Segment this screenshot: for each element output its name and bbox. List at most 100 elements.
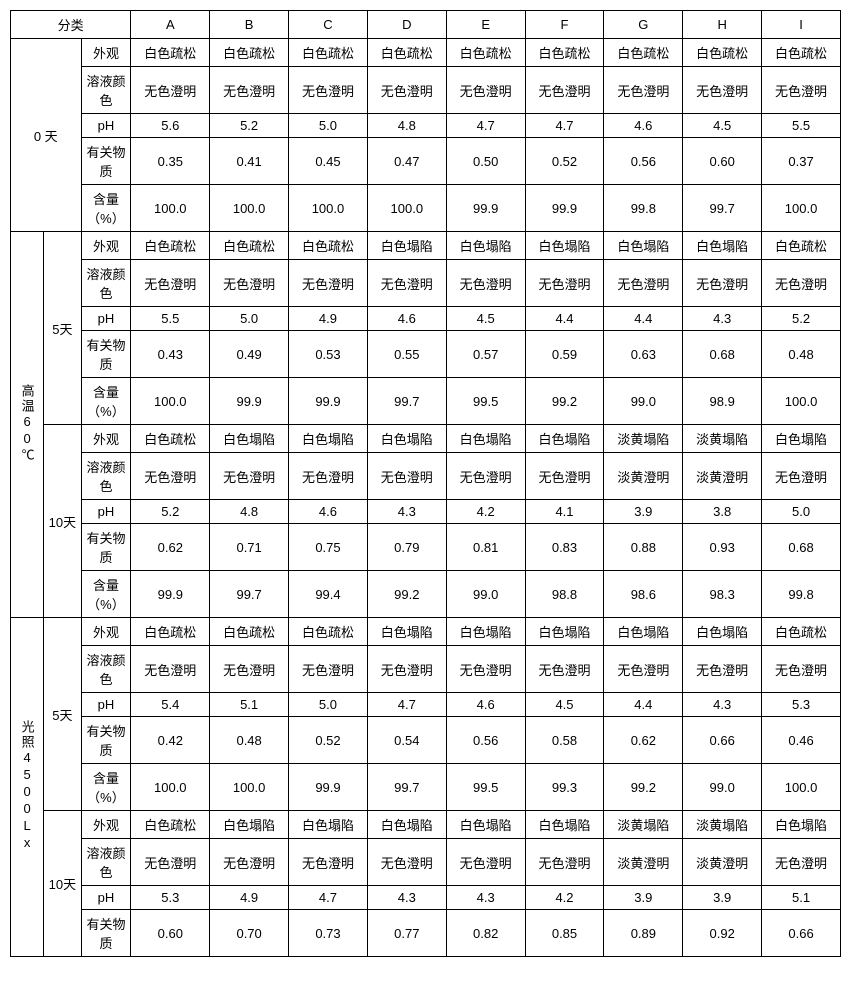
cell-appearance-G: 淡黄塌陷 [604,811,683,839]
cell-color-F: 无色澄明 [525,453,604,500]
cell-appearance-A: 白色疏松 [131,618,210,646]
cell-color-F: 无色澄明 [525,646,604,693]
cell-ph-H: 3.8 [683,500,762,524]
cell-color-H: 无色澄明 [683,260,762,307]
cell-color-B: 无色澄明 [210,646,289,693]
cell-ph-I: 5.5 [762,114,841,138]
cell-color-I: 无色澄明 [762,260,841,307]
cond-light4500: 光照4500Lx [11,618,44,957]
cell-impurity-E: 0.56 [446,717,525,764]
cell-appearance-H: 白色塌陷 [683,618,762,646]
cell-content-F: 98.8 [525,571,604,618]
cell-impurity-G: 0.89 [604,910,683,957]
cell-impurity-E: 0.81 [446,524,525,571]
cell-content-B: 100.0 [210,185,289,232]
header-col-G: G [604,11,683,39]
cell-appearance-I: 白色疏松 [762,39,841,67]
prop-appearance: 外观 [81,232,131,260]
cell-color-H: 无色澄明 [683,67,762,114]
cell-appearance-I: 白色塌陷 [762,425,841,453]
cell-color-C: 无色澄明 [289,646,368,693]
cell-ph-C: 5.0 [289,693,368,717]
cell-ph-F: 4.5 [525,693,604,717]
cell-ph-G: 4.4 [604,307,683,331]
cell-ph-D: 4.3 [367,886,446,910]
cell-impurity-A: 0.62 [131,524,210,571]
prop-color: 溶液颜色 [81,453,131,500]
cell-color-B: 无色澄明 [210,453,289,500]
cell-ph-F: 4.4 [525,307,604,331]
prop-ph: pH [81,693,131,717]
cell-ph-C: 4.7 [289,886,368,910]
cell-appearance-I: 白色疏松 [762,232,841,260]
cell-color-C: 无色澄明 [289,67,368,114]
cell-color-D: 无色澄明 [367,260,446,307]
cell-impurity-I: 0.66 [762,910,841,957]
cell-impurity-A: 0.43 [131,331,210,378]
cell-ph-F: 4.2 [525,886,604,910]
cell-appearance-F: 白色塌陷 [525,425,604,453]
cell-color-H: 淡黄澄明 [683,453,762,500]
cell-impurity-C: 0.45 [289,138,368,185]
cell-color-A: 无色澄明 [131,839,210,886]
header-col-I: I [762,11,841,39]
cell-color-G: 淡黄澄明 [604,839,683,886]
prop-impurity: 有关物质 [81,524,131,571]
cell-color-D: 无色澄明 [367,646,446,693]
header-col-F: F [525,11,604,39]
cell-ph-I: 5.2 [762,307,841,331]
cell-color-I: 无色澄明 [762,453,841,500]
prop-ph: pH [81,307,131,331]
cell-content-G: 98.6 [604,571,683,618]
cell-appearance-C: 白色塌陷 [289,425,368,453]
header-col-E: E [446,11,525,39]
cell-impurity-F: 0.58 [525,717,604,764]
cell-color-A: 无色澄明 [131,67,210,114]
cell-color-I: 无色澄明 [762,67,841,114]
cell-content-I: 100.0 [762,185,841,232]
cell-appearance-H: 淡黄塌陷 [683,425,762,453]
cell-content-H: 99.0 [683,764,762,811]
cond-light-d10: 10天 [44,811,81,957]
prop-content: 含量（%） [81,378,131,425]
cell-impurity-D: 0.79 [367,524,446,571]
cell-impurity-E: 0.82 [446,910,525,957]
cell-appearance-F: 白色塌陷 [525,811,604,839]
cell-appearance-B: 白色疏松 [210,618,289,646]
prop-appearance: 外观 [81,618,131,646]
cell-content-F: 99.3 [525,764,604,811]
cell-ph-A: 5.4 [131,693,210,717]
cell-content-A: 100.0 [131,185,210,232]
cell-ph-A: 5.5 [131,307,210,331]
cell-impurity-D: 0.47 [367,138,446,185]
cell-ph-G: 4.6 [604,114,683,138]
cell-color-H: 淡黄澄明 [683,839,762,886]
cell-appearance-B: 白色疏松 [210,39,289,67]
prop-content: 含量（%） [81,185,131,232]
cell-color-D: 无色澄明 [367,453,446,500]
cell-appearance-H: 白色疏松 [683,39,762,67]
cell-ph-I: 5.0 [762,500,841,524]
cell-appearance-D: 白色塌陷 [367,425,446,453]
cell-impurity-G: 0.62 [604,717,683,764]
cell-impurity-I: 0.37 [762,138,841,185]
header-category: 分类 [11,11,131,39]
cell-appearance-C: 白色疏松 [289,618,368,646]
cell-ph-I: 5.3 [762,693,841,717]
prop-impurity: 有关物质 [81,717,131,764]
cell-content-G: 99.2 [604,764,683,811]
cell-impurity-E: 0.50 [446,138,525,185]
cell-impurity-D: 0.77 [367,910,446,957]
cell-ph-E: 4.2 [446,500,525,524]
prop-ph: pH [81,114,131,138]
cell-ph-D: 4.8 [367,114,446,138]
cell-impurity-E: 0.57 [446,331,525,378]
cell-appearance-F: 白色塌陷 [525,618,604,646]
cell-impurity-B: 0.70 [210,910,289,957]
cell-impurity-G: 0.63 [604,331,683,378]
cell-ph-I: 5.1 [762,886,841,910]
cell-appearance-H: 白色塌陷 [683,232,762,260]
cell-impurity-C: 0.75 [289,524,368,571]
cell-appearance-E: 白色塌陷 [446,232,525,260]
cell-color-A: 无色澄明 [131,646,210,693]
